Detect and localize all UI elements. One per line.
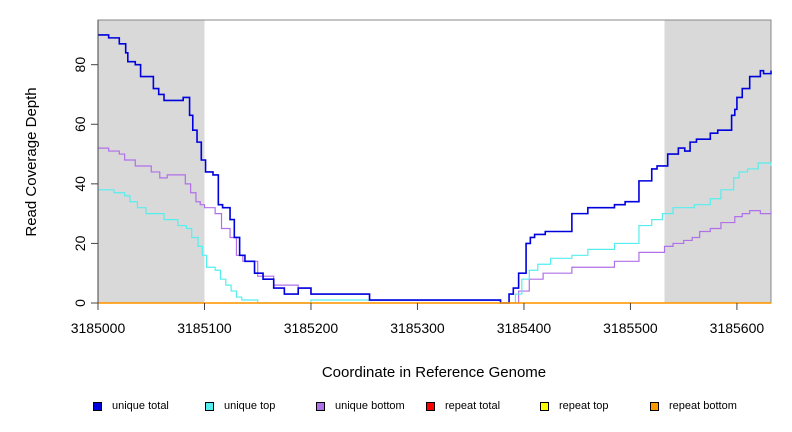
- legend-item-unique-top: unique top: [205, 400, 275, 412]
- legend-item-unique-bottom: unique bottom: [316, 400, 405, 412]
- legend-swatch: [540, 401, 549, 411]
- legend-label: repeat total: [445, 400, 501, 412]
- x-tick-label: 3185400: [497, 320, 552, 336]
- legend-swatch: [93, 401, 102, 411]
- x-tick-label: 3185100: [177, 320, 232, 336]
- shaded-region-2: [664, 20, 771, 303]
- legend-item-repeat-bottom: repeat bottom: [650, 400, 737, 412]
- x-tick-label: 3185200: [284, 320, 339, 336]
- legend-swatch: [650, 401, 659, 411]
- legend-item-repeat-top: repeat top: [540, 400, 609, 412]
- shaded-regions: [98, 20, 771, 303]
- y-tick-label: 0: [72, 299, 88, 307]
- y-axis: 0 20 40 60 80: [72, 57, 98, 307]
- legend-label: repeat top: [559, 400, 609, 412]
- x-tick-label: 3185600: [710, 320, 765, 336]
- legend-label: repeat bottom: [669, 400, 737, 412]
- x-tick-label: 3185500: [603, 320, 658, 336]
- series-unique-total: [98, 34, 772, 304]
- y-tick-label: 40: [72, 176, 88, 192]
- shaded-region-1: [98, 20, 205, 303]
- x-axis: 3185000 3185100 3185200 3185300 3185400 31855…: [71, 303, 765, 336]
- series-lines: [98, 34, 772, 304]
- y-tick-label: 60: [72, 116, 88, 132]
- legend-item-unique-total: unique total: [93, 400, 169, 412]
- x-axis-title: Coordinate in Reference Genome: [322, 364, 546, 381]
- legend: unique total unique top unique bottom repea…: [0, 400, 792, 418]
- x-tick-label: 3185300: [390, 320, 445, 336]
- legend-item-repeat-total: repeat total: [426, 400, 500, 412]
- legend-label: unique total: [112, 400, 169, 412]
- legend-swatch: [316, 401, 325, 411]
- x-tick-label: 3185000: [71, 320, 126, 336]
- y-tick-label: 80: [72, 57, 88, 73]
- legend-swatch: [426, 401, 435, 411]
- legend-label: unique top: [224, 400, 276, 412]
- legend-label: unique bottom: [335, 400, 405, 412]
- legend-swatch: [205, 401, 214, 411]
- y-tick-label: 20: [72, 235, 88, 251]
- y-axis-title: Read Coverage Depth: [23, 87, 40, 236]
